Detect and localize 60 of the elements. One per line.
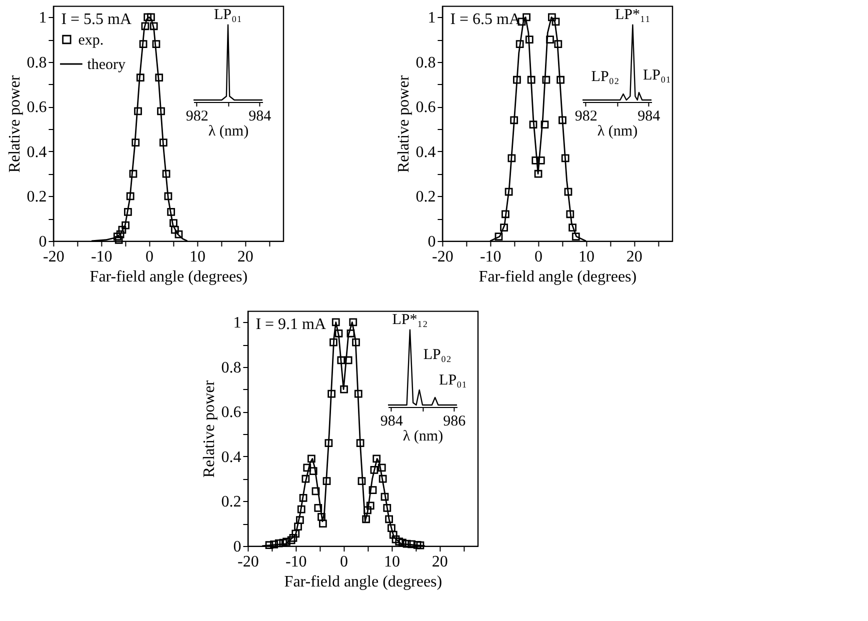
annotation: I = 9.1 mA	[256, 316, 326, 333]
x-tick-label: 10	[384, 554, 400, 570]
y-tick-label: 0.8	[221, 359, 242, 376]
annotation: LP*₁₂	[392, 312, 428, 328]
y-tick-label: 1	[233, 314, 242, 332]
legend-label: theory	[87, 57, 126, 73]
x-axis-title: λ (nm)	[402, 428, 444, 444]
x-tick-label: 20	[626, 248, 642, 266]
annotation: LP₀₂	[423, 346, 452, 363]
y-tick-label: 0.2	[26, 188, 47, 206]
annotation: LP₀₁	[439, 372, 468, 388]
legend-label: exp.	[78, 32, 104, 48]
y-axis-title: Relative power	[201, 380, 218, 478]
x-tick-label: 0	[534, 248, 543, 266]
x-tick-label: 10	[189, 248, 206, 266]
y-tick-label: 0.6	[416, 99, 436, 116]
annotation: LP₀₁	[214, 6, 242, 23]
x-tick-label: -10	[90, 248, 112, 266]
annotation: I = 5.5 mA	[61, 11, 132, 28]
annotation: I = 6.5 mA	[450, 11, 521, 28]
y-tick-label: 0.4	[26, 144, 47, 161]
x-axis-title: Far-field angle (degrees)	[284, 574, 442, 590]
annotation: LP₀₂	[591, 68, 620, 85]
y-axis-title: Relative power	[6, 74, 24, 173]
y-tick-label: 0.2	[416, 188, 436, 206]
x-tick-label: 10	[578, 248, 594, 266]
x-axis-title: λ (nm)	[208, 124, 249, 140]
x-tick-label: 20	[432, 554, 448, 570]
y-tick-label: 0	[38, 234, 47, 250]
x-tick-label: 982	[574, 108, 598, 124]
y-tick-label: 0	[428, 234, 436, 250]
y-tick-label: 0.6	[221, 404, 242, 422]
y-tick-label: 0.2	[221, 494, 242, 511]
x-tick-label: -20	[432, 248, 454, 266]
annotation: LP*₁₁	[614, 6, 650, 23]
y-tick-label: 1	[38, 10, 47, 27]
y-tick-label: 0.4	[221, 448, 242, 466]
x-tick-label: 982	[186, 108, 208, 124]
x-tick-label: 984	[248, 108, 272, 124]
x-tick-label: 20	[237, 248, 254, 266]
x-axis-title: Far-field angle (degrees)	[90, 268, 248, 286]
y-axis-title: Relative power	[396, 74, 413, 173]
x-tick-label: -10	[285, 554, 307, 570]
y-tick-label: 1	[428, 10, 436, 27]
y-tick-label: 0.4	[416, 144, 436, 161]
x-tick-label: 984	[380, 414, 404, 430]
x-axis-title: λ (nm)	[597, 124, 638, 140]
x-tick-label: -20	[238, 554, 259, 570]
x-tick-label: 986	[443, 414, 466, 430]
x-tick-label: 0	[340, 554, 348, 570]
y-tick-label: 0.6	[26, 99, 47, 116]
x-tick-label: -10	[480, 248, 502, 266]
y-tick-label: 0.8	[416, 54, 436, 72]
y-tick-label: 0	[233, 538, 242, 556]
annotation: LP₀₁	[642, 67, 671, 84]
x-axis-title: Far-field angle (degrees)	[478, 268, 637, 286]
y-tick-label: 0.8	[26, 54, 47, 72]
x-tick-label: -20	[43, 248, 64, 266]
x-tick-label: 0	[146, 248, 154, 266]
x-tick-label: 984	[638, 108, 661, 124]
